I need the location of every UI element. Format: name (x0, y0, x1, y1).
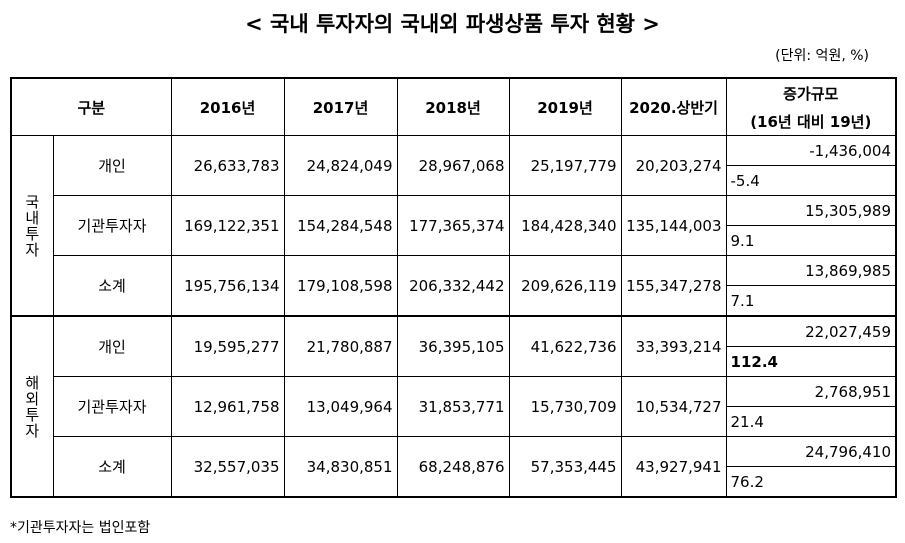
change-rate-cell: 7.1 (725, 285, 897, 317)
row-label: 소계 (52, 436, 172, 498)
header-cell: 2017년 (283, 77, 398, 136)
row-label: 기관투자자 (52, 195, 172, 256)
change-rate-cell: 9.1 (725, 225, 897, 256)
footnote: *기관투자자는 법인포함 (10, 520, 151, 536)
table-row: 국내투자 개인 26,633,783 24,824,049 28,967,068 25,1… (10, 135, 897, 317)
change-rate-cell: 76.2 (725, 466, 897, 498)
table-row: 소계 32,557,035 34,830,851 68,248,876 57,353,4… (11, 436, 897, 498)
row-label: 개인 (52, 315, 172, 377)
table-header: 구분 2016년 2017년 2018년 2019년 2020.상반기 증가규모… (10, 77, 897, 136)
change-rate-cell: 112.4 (725, 346, 897, 377)
value-cell: 177,365,374 (396, 195, 510, 256)
table-body: 국내투자 개인 26,633,783 24,824,049 28,967,068 25,1… (10, 135, 897, 498)
table-row: -5.4 (11, 165, 897, 196)
row-label: 개인 (52, 135, 172, 196)
header-cell: (16년 대비 19년) (725, 107, 897, 136)
group-label: 국내투자 (10, 135, 54, 317)
header-cell: 2020.상반기 (620, 77, 727, 136)
value-cell: 25,197,779 (508, 135, 622, 196)
row-label: 소계 (52, 255, 172, 317)
value-cell: 43,927,941 (620, 436, 727, 498)
value-cell: 57,353,445 (508, 436, 622, 498)
value-cell: 24,824,049 (283, 135, 398, 196)
change-cell: -1,436,004 (725, 135, 897, 166)
row-label: 기관투자자 (52, 376, 172, 437)
change-cell: 13,869,985 (725, 255, 897, 286)
value-cell: 36,395,105 (396, 315, 510, 377)
value-cell: 15,730,709 (508, 376, 622, 437)
change-rate-cell: -5.4 (725, 165, 897, 196)
value-cell: 195,756,134 (170, 255, 285, 317)
value-cell: 10,534,727 (620, 376, 727, 437)
value-cell: 179,108,598 (283, 255, 398, 317)
value-cell: 41,622,736 (508, 315, 622, 377)
value-cell: 20,203,274 (620, 135, 727, 196)
value-cell: 155,347,278 (620, 255, 727, 317)
value-cell: 21,780,887 (283, 315, 398, 377)
title: < 국내 투자자의 국내외 파생상품 투자 현황 > (245, 12, 660, 36)
value-cell: 12,961,758 (170, 376, 285, 437)
header-cell: 구분 (10, 77, 172, 136)
table-row: 7.1 (11, 285, 897, 317)
table: 구분 2016년 2017년 2018년 2019년 2020.상반기 증가규모… (10, 77, 898, 498)
change-cell: 15,305,989 (725, 195, 897, 226)
value-cell: 135,144,003 (620, 195, 727, 256)
table-row: 76.2 (11, 466, 897, 498)
value-cell: 13,049,964 (283, 376, 398, 437)
header-cell: 증가규모 (725, 77, 897, 107)
table-row: 기관투자자 169,122,351 154,284,548 177,365,374 18… (11, 195, 897, 256)
value-cell: 33,393,214 (620, 315, 727, 377)
value-cell: 34,830,851 (283, 436, 398, 498)
header-cell: 2019년 (508, 77, 622, 136)
value-cell: 68,248,876 (396, 436, 510, 498)
table-row: 해외투자 개인 19,595,277 21,780,887 36,395,105 41,6… (10, 315, 897, 498)
header-cell: 2016년 (170, 77, 285, 136)
unit-note: (단위: 억원, %) (775, 48, 869, 64)
value-cell: 209,626,119 (508, 255, 622, 317)
value-cell: 31,853,771 (396, 376, 510, 437)
value-cell: 26,633,783 (170, 135, 285, 196)
header-row: (16년 대비 19년) (11, 107, 897, 136)
change-rate-cell: 21.4 (725, 406, 897, 437)
value-cell: 169,122,351 (170, 195, 285, 256)
value-cell: 206,332,442 (396, 255, 510, 317)
table-row: 기관투자자 12,961,758 13,049,964 31,853,771 15,73… (11, 376, 897, 437)
value-cell: 32,557,035 (170, 436, 285, 498)
header-cell: 2018년 (396, 77, 510, 136)
change-cell: 22,027,459 (725, 315, 897, 347)
header-row: 구분 2016년 2017년 2018년 2019년 2020.상반기 증가규모 (10, 77, 897, 136)
change-cell: 2,768,951 (725, 376, 897, 407)
value-cell: 28,967,068 (396, 135, 510, 196)
value-cell: 19,595,277 (170, 315, 285, 377)
change-cell: 24,796,410 (725, 436, 897, 467)
value-cell: 184,428,340 (508, 195, 622, 256)
group-label: 해외투자 (10, 315, 54, 498)
table-row: 소계 195,756,134 179,108,598 206,332,442 209,6… (11, 255, 897, 317)
value-cell: 154,284,548 (283, 195, 398, 256)
